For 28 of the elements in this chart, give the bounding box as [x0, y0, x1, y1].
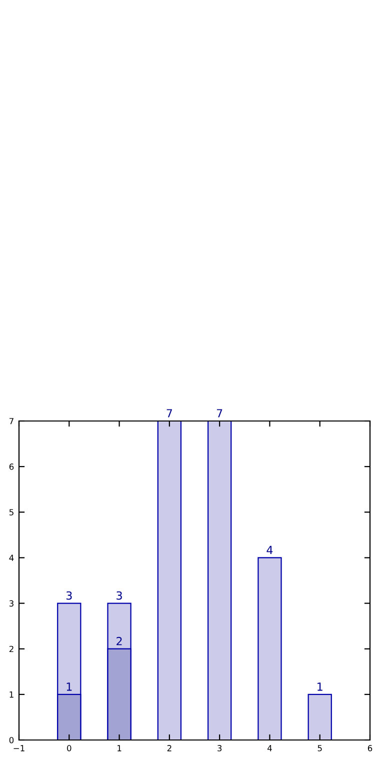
x-tick-label: 2: [167, 745, 172, 752]
x-tick-label: 0: [67, 745, 72, 752]
x-tick-label: −1: [14, 745, 24, 752]
data-label: 2: [116, 636, 122, 646]
data-label: 3: [66, 591, 72, 600]
bar: [258, 557, 282, 740]
y-tick-label: 3: [9, 600, 14, 607]
bar: [207, 421, 232, 740]
x-tick-label: 1: [118, 745, 122, 752]
y-tick-label: 4: [9, 554, 14, 561]
y-tick-label: 0: [9, 736, 14, 744]
data-label: 7: [216, 409, 222, 418]
x-tick-label: 5: [318, 745, 322, 752]
y-tick-label: 6: [9, 464, 14, 470]
data-label: 4: [266, 546, 273, 554]
y-tick-label: 5: [9, 509, 14, 516]
bar: [308, 694, 332, 740]
y-tick-label: 2: [9, 646, 14, 652]
x-tick-label: 3: [218, 745, 222, 752]
x-tick-label: 4: [267, 745, 272, 752]
x-tick-label: 6: [368, 745, 372, 752]
data-label: 3: [116, 591, 122, 600]
data-label: 7: [166, 409, 172, 418]
y-tick-label: 1: [10, 692, 14, 698]
data-label: 1: [66, 682, 72, 691]
y-tick-label: 7: [10, 418, 14, 424]
data-label: 1: [318, 682, 322, 691]
bar: [157, 421, 182, 740]
